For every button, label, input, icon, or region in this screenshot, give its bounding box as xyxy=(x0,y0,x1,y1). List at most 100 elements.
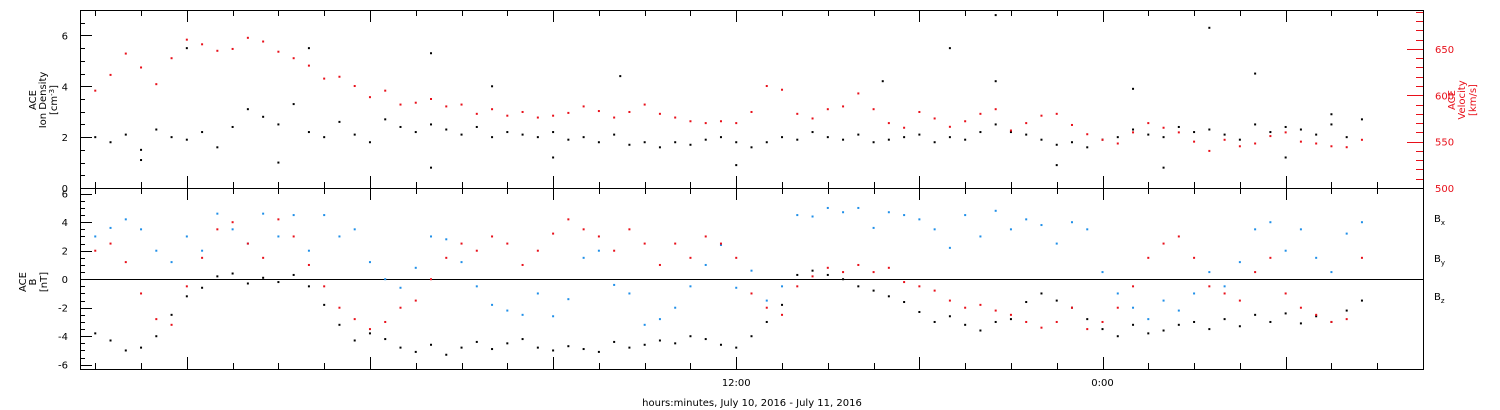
top-data-point xyxy=(567,138,570,141)
bottom-data-point-by xyxy=(109,226,112,229)
top-data-point xyxy=(277,161,280,164)
bottom-data-point-bz xyxy=(750,292,753,295)
bottom-data-point-by xyxy=(1360,221,1363,224)
top-data-point xyxy=(903,126,906,129)
bottom-data-point-bz xyxy=(704,235,707,238)
bottom-data-point-bx xyxy=(430,343,433,346)
bottom-data-point-bz xyxy=(1254,271,1257,274)
bottom-data-point-bz xyxy=(903,281,906,284)
bottom-data-point-bx xyxy=(521,338,524,341)
top-data-point xyxy=(1009,129,1012,132)
bottom-data-point-bx xyxy=(384,338,387,341)
top-data-point xyxy=(719,120,722,123)
top-data-point xyxy=(277,50,280,53)
top-data-point xyxy=(216,49,219,52)
top-data-point xyxy=(1360,138,1363,141)
top-data-point xyxy=(414,131,417,134)
top-data-point xyxy=(1360,118,1363,121)
top-y2label-line1: ACE xyxy=(1447,90,1458,110)
top-points xyxy=(94,14,1363,169)
bottom-data-point-bz xyxy=(887,266,890,269)
bottom-data-point-bz xyxy=(948,299,951,302)
top-data-point xyxy=(918,133,921,136)
top-data-point xyxy=(246,36,249,39)
bottom-data-point-bz xyxy=(1147,256,1150,259)
top-data-point xyxy=(1238,138,1241,141)
bottom-data-point-by xyxy=(277,235,280,238)
top-data-point xyxy=(506,114,509,117)
top-data-point xyxy=(1055,164,1058,167)
bottom-data-point-bz xyxy=(857,263,860,266)
legend-main: B xyxy=(1434,292,1441,303)
bottom-data-point-bx xyxy=(1162,329,1165,332)
bottom-y-tick-label: 6 xyxy=(62,190,68,201)
bottom-data-point-bx xyxy=(124,349,127,352)
top-data-point xyxy=(414,101,417,104)
top-data-point xyxy=(231,47,234,50)
top-data-point xyxy=(948,47,951,50)
top-data-point xyxy=(307,64,310,67)
top-data-point xyxy=(292,57,295,60)
top-ylabel-line2: Ion Density xyxy=(38,72,49,129)
bottom-data-point-bx xyxy=(231,272,234,275)
bottom-data-point-bx xyxy=(948,315,951,318)
bottom-data-point-bz xyxy=(719,242,722,245)
bottom-data-point-bx xyxy=(1254,313,1257,316)
top-data-point xyxy=(552,114,555,117)
bottom-data-point-bx xyxy=(842,278,845,281)
legend-entry-bx: Bx xyxy=(1434,214,1445,227)
bottom-data-point-bx xyxy=(307,285,310,288)
bottom-data-point-bx xyxy=(414,350,417,353)
bottom-data-point-bz xyxy=(842,271,845,274)
top-data-point xyxy=(353,133,356,136)
bottom-data-point-by xyxy=(368,261,371,264)
bottom-data-point-bz xyxy=(1360,256,1363,259)
bottom-data-point-bx xyxy=(1299,322,1302,325)
bottom-data-point-bx xyxy=(109,339,112,342)
bottom-y-tick-label: 4 xyxy=(62,218,68,229)
bottom-data-point-by xyxy=(1070,221,1073,224)
bottom-data-point-bx xyxy=(1040,292,1043,295)
top-data-point xyxy=(1208,149,1211,152)
bottom-data-point-bx xyxy=(1177,323,1180,326)
top-y-tick-label: 6 xyxy=(62,31,68,42)
top-y2-tick-label: 600 xyxy=(1435,91,1454,102)
top-data-point xyxy=(124,52,127,55)
bottom-data-point-by xyxy=(674,306,677,309)
top-data-point xyxy=(1177,131,1180,134)
bottom-data-point-bz xyxy=(140,292,143,295)
bottom-data-point-by xyxy=(1040,224,1043,227)
bottom-data-point-bz xyxy=(1299,306,1302,309)
bottom-data-point-bx xyxy=(903,301,906,304)
top-data-point xyxy=(567,111,570,114)
bottom-data-point-bx xyxy=(399,346,402,349)
top-data-point xyxy=(201,43,204,46)
top-data-point xyxy=(704,122,707,125)
top-data-point xyxy=(1162,136,1165,139)
top-ylabel-unit-exp: -3 xyxy=(48,89,56,96)
bottom-data-point-bx xyxy=(1360,299,1363,302)
bottom-data-point-bx xyxy=(140,346,143,349)
top-data-point xyxy=(1162,126,1165,129)
bottom-data-point-bz xyxy=(170,323,173,326)
top-data-point xyxy=(1147,133,1150,136)
legend-entry-bz: Bz xyxy=(1434,292,1445,305)
bottom-data-point-bx xyxy=(1223,318,1226,321)
bottom-data-point-bz xyxy=(811,275,814,278)
bottom-data-point-bz xyxy=(1055,320,1058,323)
top-data-point xyxy=(994,14,997,17)
bottom-ylabel-line3: [nT] xyxy=(39,272,50,292)
bottom-data-point-bx xyxy=(94,332,97,335)
bottom-data-point-by xyxy=(1101,271,1104,274)
bottom-data-point-by xyxy=(155,249,158,252)
bottom-data-point-bz xyxy=(262,256,265,259)
top-data-point xyxy=(796,112,799,115)
bottom-data-point-by xyxy=(384,278,387,281)
top-data-point xyxy=(1330,145,1333,148)
bottom-data-point-bz xyxy=(994,309,997,312)
top-data-point xyxy=(964,120,967,123)
bottom-data-point-by xyxy=(857,206,860,209)
bottom-data-point-bz xyxy=(491,235,494,238)
top-data-point xyxy=(307,47,310,50)
